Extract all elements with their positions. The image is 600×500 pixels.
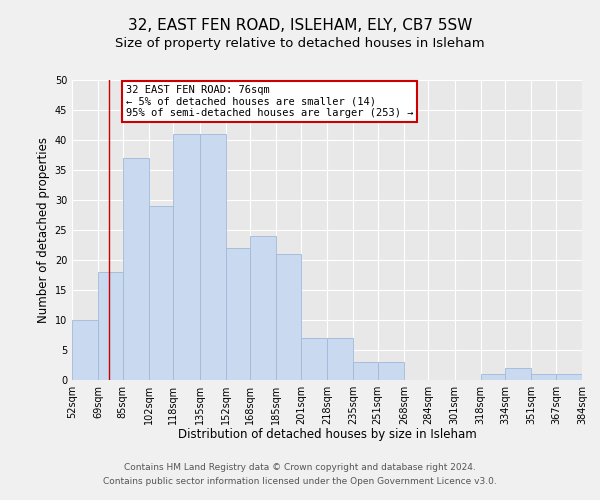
Text: 32, EAST FEN ROAD, ISLEHAM, ELY, CB7 5SW: 32, EAST FEN ROAD, ISLEHAM, ELY, CB7 5SW [128, 18, 472, 32]
Bar [556, 374, 582, 380]
Text: Contains HM Land Registry data © Crown copyright and database right 2024.: Contains HM Land Registry data © Crown c… [124, 464, 476, 472]
Bar [226, 248, 250, 380]
Text: Size of property relative to detached houses in Isleham: Size of property relative to detached ho… [115, 38, 485, 51]
Bar [72, 320, 98, 380]
Bar [149, 206, 173, 380]
Bar [481, 374, 505, 380]
Bar [353, 362, 377, 380]
Text: Contains public sector information licensed under the Open Government Licence v3: Contains public sector information licen… [103, 477, 497, 486]
Y-axis label: Number of detached properties: Number of detached properties [37, 137, 50, 323]
Bar [250, 236, 277, 380]
X-axis label: Distribution of detached houses by size in Isleham: Distribution of detached houses by size … [178, 428, 476, 442]
Bar [327, 338, 353, 380]
Bar [122, 158, 149, 380]
Text: 32 EAST FEN ROAD: 76sqm
← 5% of detached houses are smaller (14)
95% of semi-det: 32 EAST FEN ROAD: 76sqm ← 5% of detached… [126, 85, 413, 118]
Bar [505, 368, 532, 380]
Bar [377, 362, 404, 380]
Bar [532, 374, 556, 380]
Bar [173, 134, 199, 380]
Bar [98, 272, 122, 380]
Bar [199, 134, 226, 380]
Bar [277, 254, 301, 380]
Bar [301, 338, 327, 380]
